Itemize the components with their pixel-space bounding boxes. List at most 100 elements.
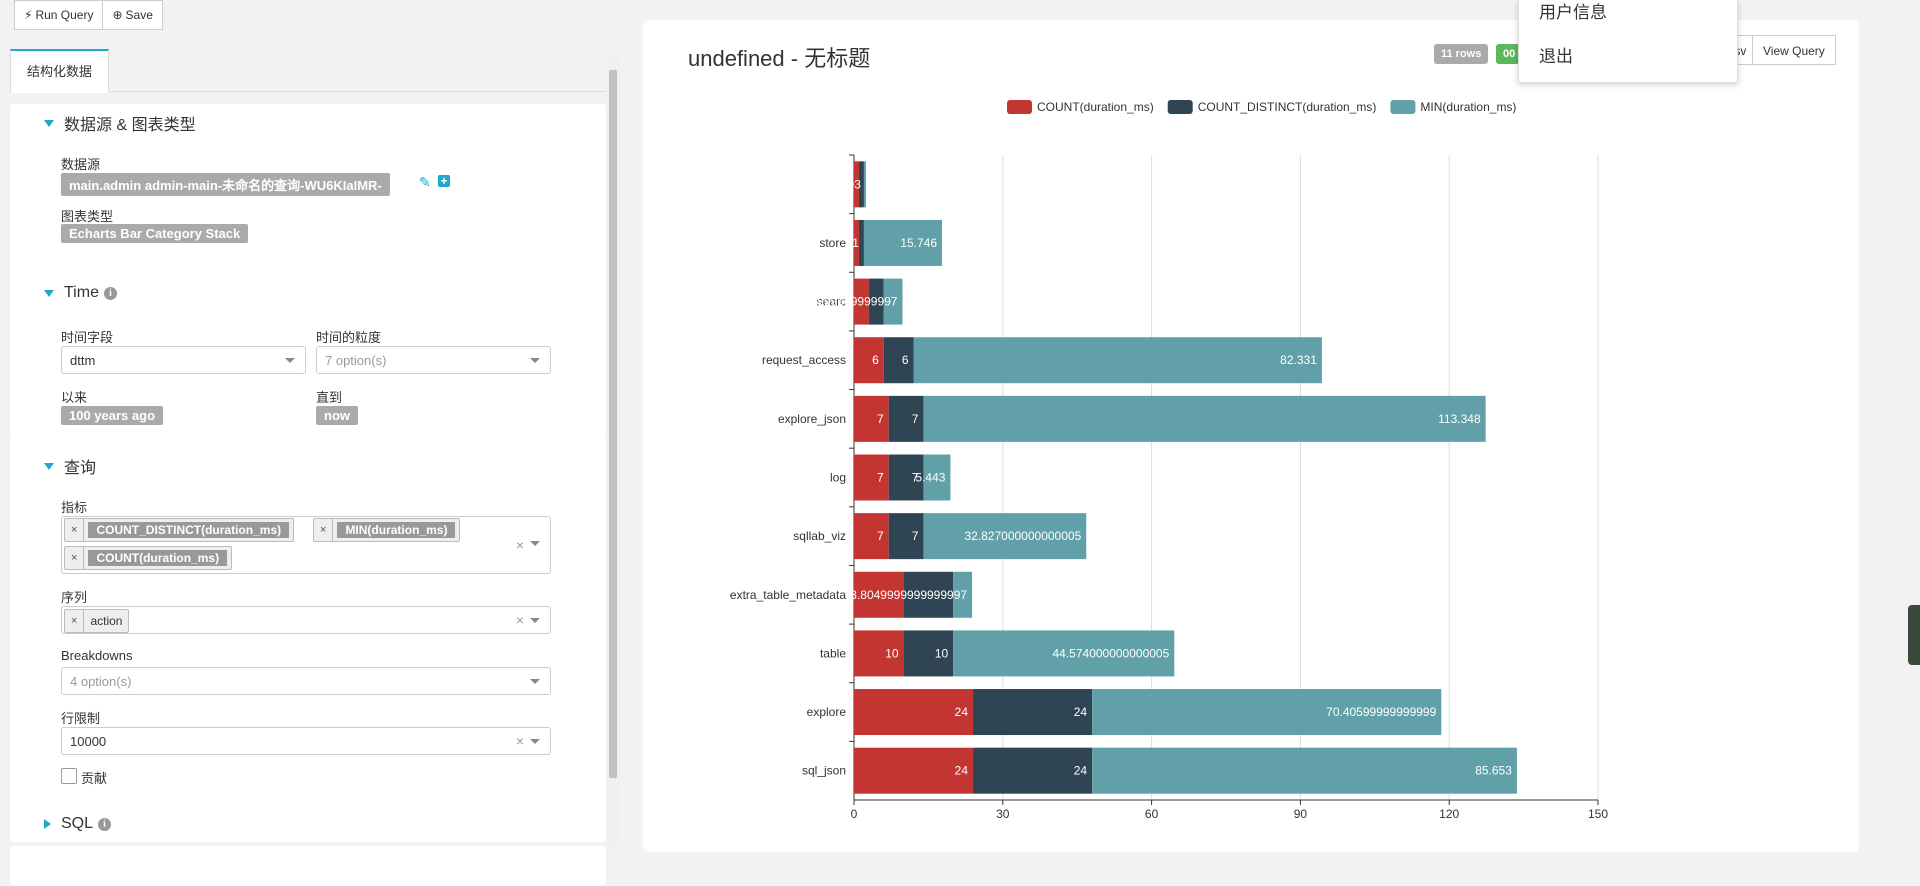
tab-divider xyxy=(10,91,606,92)
legend-label: MIN(duration_ms) xyxy=(1420,100,1516,114)
view-query-button[interactable]: View Query xyxy=(1752,35,1836,65)
logout-menu-item[interactable]: 退出 xyxy=(1539,47,1573,66)
legend-item: MIN(duration_ms) xyxy=(1390,100,1516,114)
remove-chip-icon[interactable]: × xyxy=(314,519,334,541)
tab-structured-data[interactable]: 结构化数据 xyxy=(10,49,110,93)
time-column-label: 时间字段 xyxy=(61,330,114,345)
bar-segment xyxy=(863,219,943,266)
data-label: 32.827000000000005 xyxy=(964,529,1081,543)
legend-swatch xyxy=(1007,100,1032,114)
query-section xyxy=(10,437,606,842)
time-column-value: dttm xyxy=(70,353,96,368)
data-label: 6 xyxy=(902,353,909,367)
bar-segment xyxy=(883,337,914,384)
user-info-menu-item[interactable]: 用户信息 xyxy=(1539,3,1607,22)
caret-down-icon xyxy=(44,119,54,127)
clear-icon[interactable]: × xyxy=(515,537,524,553)
remove-chip-icon[interactable]: × xyxy=(65,547,85,569)
y-tick-label: store xyxy=(819,236,846,250)
legend-swatch xyxy=(1167,100,1193,114)
row-limit-label: 行限制 xyxy=(61,711,101,726)
time-grain-label: 时间的粒度 xyxy=(316,330,382,345)
caret-down-icon xyxy=(44,289,54,297)
y-tick-label: request_access xyxy=(762,353,846,367)
info-icon[interactable]: i xyxy=(103,286,117,300)
until-value[interactable]: now xyxy=(316,406,358,425)
bar-segment xyxy=(923,454,951,501)
bar-segment xyxy=(858,219,864,266)
bar-segment xyxy=(903,571,954,618)
side-widget-handle[interactable] xyxy=(1908,605,1920,665)
data-label: 7 xyxy=(877,412,884,426)
bar-segment xyxy=(888,395,924,442)
clear-icon[interactable]: × xyxy=(515,733,524,749)
breakdowns-select[interactable]: 4 option(s) xyxy=(61,667,551,695)
legend-swatch xyxy=(1390,100,1416,114)
time-section-header[interactable]: Time i xyxy=(44,284,117,302)
data-label: 82.331 xyxy=(1280,353,1317,367)
series-select[interactable]: × xyxy=(61,606,551,634)
control-panel-scrollbar[interactable] xyxy=(607,52,619,847)
y-tick-label: table xyxy=(820,646,846,660)
info-icon[interactable]: i xyxy=(98,817,112,831)
chevron-down-icon xyxy=(530,358,540,363)
x-tick-label: 90 xyxy=(1294,807,1308,821)
run-query-label: Run Query xyxy=(35,8,94,22)
bar-segment xyxy=(854,630,904,677)
scrollbar-thumb[interactable] xyxy=(609,70,617,778)
bar-segment xyxy=(854,689,974,736)
bar-segment xyxy=(953,571,973,618)
legend-item: COUNT_DISTINCT(duration_ms) xyxy=(1167,100,1376,114)
add-datasource-icon[interactable]: + xyxy=(438,175,450,187)
viz-type-label: 图表类型 xyxy=(61,209,114,224)
bar-segment xyxy=(903,630,954,677)
data-label: 1 xyxy=(847,236,854,250)
data-label: 1 xyxy=(852,236,859,250)
until-label: 直到 xyxy=(316,390,343,405)
bar-segment xyxy=(953,630,1175,677)
metric-chip-label: COUNT(duration_ms) xyxy=(88,550,228,566)
bar-segment xyxy=(854,161,859,208)
clear-icon[interactable]: × xyxy=(515,612,524,628)
datasource-label: 数据源 xyxy=(61,157,101,172)
bar-segment xyxy=(973,689,1093,736)
viz-type-value[interactable]: Echarts Bar Category Stack xyxy=(61,224,249,243)
metrics-label: 指标 xyxy=(61,500,88,515)
edit-datasource-icon[interactable]: ✎ xyxy=(419,174,431,190)
data-label: 7 xyxy=(877,529,884,543)
contribution-checkbox[interactable] xyxy=(61,768,77,784)
bar-segment xyxy=(883,278,903,325)
series-chip-label: action xyxy=(90,614,123,628)
datasource-section-header-label[interactable]: 数据源 & 图表类型 xyxy=(44,111,196,135)
run-query-button[interactable]: ⚡ Run Query xyxy=(14,0,104,30)
sql-section-header[interactable]: SQL i xyxy=(44,815,112,833)
x-tick-label: 0 xyxy=(851,807,858,821)
bar-segment xyxy=(854,454,889,501)
chart-title[interactable]: undefined - 无标题 xyxy=(688,46,871,71)
series-chip: × action xyxy=(64,609,130,633)
save-button[interactable]: ⊕ Save xyxy=(103,0,163,30)
legend-item: COUNT(duration_ms) xyxy=(1007,100,1154,114)
time-column-select[interactable]: dttm xyxy=(61,346,306,374)
bar-chart: COUNT(duration_ms) COUNT_DISTINCT(duratio… xyxy=(730,100,1608,821)
bolt-icon: ⚡ xyxy=(24,8,33,22)
data-label: 7 xyxy=(912,471,919,485)
chart-panel: undefined - 无标题 11 rows 00 .csv View Que… xyxy=(643,20,1859,852)
data-label: 5.443 xyxy=(915,471,945,485)
sql-section xyxy=(10,846,606,886)
remove-chip-icon[interactable]: × xyxy=(65,610,85,632)
bar-segment xyxy=(854,219,859,266)
data-label: 3.7729999999999997 xyxy=(781,295,898,309)
time-grain-select[interactable]: 7 option(s) xyxy=(316,346,551,374)
row-limit-select[interactable]: 10000 × xyxy=(61,727,551,755)
remove-chip-icon[interactable]: × xyxy=(65,519,85,541)
bar-segment xyxy=(868,278,884,325)
data-label: 10 xyxy=(885,646,899,660)
query-section-header[interactable]: 查询 xyxy=(44,454,96,478)
data-label: 7 xyxy=(912,412,919,426)
datasource-value: main.admin admin-main-未命名的查询-WU6KIaIMR- xyxy=(61,173,390,196)
y-tick-label: searc xyxy=(817,295,846,309)
breakdowns-placeholder: 4 option(s) xyxy=(70,674,132,689)
since-value[interactable]: 100 years ago xyxy=(61,406,164,425)
user-menu: 用户信息 退出 xyxy=(1518,0,1738,83)
